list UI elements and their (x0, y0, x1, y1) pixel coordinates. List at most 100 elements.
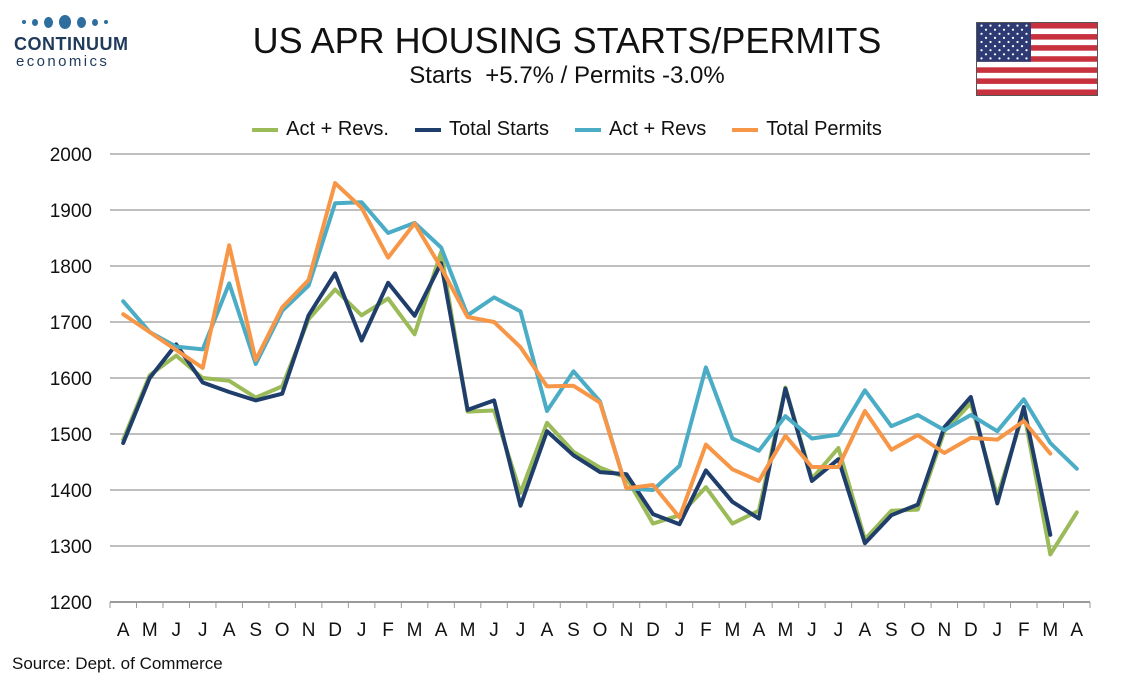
flag-star (1016, 49, 1019, 52)
x-tick-label: J (357, 620, 367, 641)
flag-star (980, 40, 983, 44)
flag-star (1025, 57, 1028, 60)
flag-star (993, 28, 997, 31)
x-tick-label: A (1070, 620, 1083, 641)
flag-star (989, 32, 992, 35)
x-tick-label: N (620, 620, 634, 641)
flag-star (993, 53, 997, 56)
flag-star (993, 45, 997, 48)
continuum-logo: CONTINUUM economics (14, 14, 134, 70)
x-tick-label: N (937, 620, 951, 641)
x-tick-label: J (993, 620, 1003, 641)
flag-star (1002, 53, 1006, 56)
flag-star (1016, 24, 1019, 27)
x-tick-label: J (198, 620, 208, 641)
x-tick-label: M (407, 620, 423, 641)
flag-star (984, 45, 988, 48)
flag-star (980, 24, 983, 27)
legend-item-total-permits: Total Permits (732, 118, 882, 141)
flag-star (998, 24, 1001, 27)
flag-star (1002, 28, 1006, 31)
y-tick-label: 1900 (50, 201, 92, 222)
flag-star (1025, 32, 1028, 35)
x-tick-label: A (541, 620, 554, 641)
y-tick-label: 1200 (50, 593, 92, 614)
y-tick-label: 1600 (50, 369, 92, 390)
legend-label: Total Starts (448, 118, 549, 140)
logo-dot (92, 18, 98, 26)
legend-label: Total Permits (766, 118, 882, 140)
x-tick-label: D (646, 620, 660, 641)
flag-star (1007, 49, 1010, 52)
flag-star (998, 57, 1001, 60)
flag-star (984, 28, 988, 31)
flag-star (1007, 40, 1010, 44)
x-tick-label: M (142, 620, 158, 641)
x-tick-label: D (964, 620, 978, 641)
flag-star (980, 49, 983, 52)
flag-star (1002, 36, 1006, 39)
x-tick-label: J (675, 620, 685, 641)
legend-swatch (414, 127, 441, 132)
x-tick-label: J (834, 620, 844, 641)
flag-star (1020, 36, 1024, 39)
flag-star (989, 40, 992, 44)
x-tick-label: O (275, 620, 290, 641)
x-tick-label: D (328, 620, 342, 641)
flag-star (984, 53, 988, 56)
x-tick-label: O (593, 620, 608, 641)
chart-legend: Act + Revs. Total Starts Act + Revs Tota… (0, 118, 1134, 141)
legend-swatch (575, 127, 601, 132)
legend-item-act-revs-starts: Act + Revs. (252, 118, 389, 141)
x-tick-label: M (460, 620, 476, 641)
flag-star (1007, 24, 1010, 27)
series-line-2 (121, 261, 1053, 546)
y-tick-label: 1400 (50, 481, 92, 502)
x-tick-label: J (807, 620, 817, 641)
flag-star (993, 36, 997, 39)
flag-star (980, 32, 983, 35)
chart-title: US APR HOUSING STARTS/PERMITS (252, 20, 882, 61)
x-tick-label: A (753, 620, 766, 641)
logo-dot (44, 16, 53, 28)
legend-item-act-revs-permits: Act + Revs (575, 118, 706, 141)
flag-star (1002, 45, 1006, 48)
x-tick-label: A (223, 620, 236, 641)
y-tick-label: 2000 (50, 145, 92, 166)
flag-star (989, 24, 992, 27)
legend-item-total-starts: Total Starts (414, 118, 549, 141)
flag-star (998, 32, 1001, 35)
flag-star (1007, 57, 1010, 60)
x-tick-label: A (117, 620, 130, 641)
logo-sub: economics (16, 53, 110, 70)
x-tick-label: J (171, 620, 181, 641)
flag-star (1016, 57, 1019, 60)
flag-star (1016, 40, 1019, 44)
x-tick-label: M (777, 620, 793, 641)
source-note: Source: Dept. of Commerce (12, 654, 223, 673)
flag-star (1011, 36, 1015, 39)
flag-star (1016, 32, 1019, 35)
flag-star (1025, 40, 1028, 44)
y-tick-label: 1700 (50, 313, 92, 334)
flag-star (980, 57, 983, 60)
us-flag-icon (976, 22, 1098, 96)
flag-star (1007, 32, 1010, 35)
flag-star (1011, 53, 1015, 56)
x-tick-label: A (435, 620, 448, 641)
flag-star (1025, 49, 1028, 52)
y-tick-label: 1800 (50, 257, 92, 278)
flag-star (989, 49, 992, 52)
series-line-4 (121, 181, 1053, 520)
logo-brand: CONTINUUM (14, 34, 129, 54)
flag-star (989, 57, 992, 60)
logo-dots (22, 14, 134, 30)
legend-label: Act + Revs. (286, 118, 389, 140)
x-tick-label: S (567, 620, 580, 641)
x-tick-label: F (382, 620, 394, 641)
y-tick-label: 1500 (50, 425, 92, 446)
x-tick-label: S (885, 620, 898, 641)
logo-dot (104, 20, 108, 24)
flag-star (1020, 45, 1024, 48)
logo-dot (22, 20, 26, 24)
